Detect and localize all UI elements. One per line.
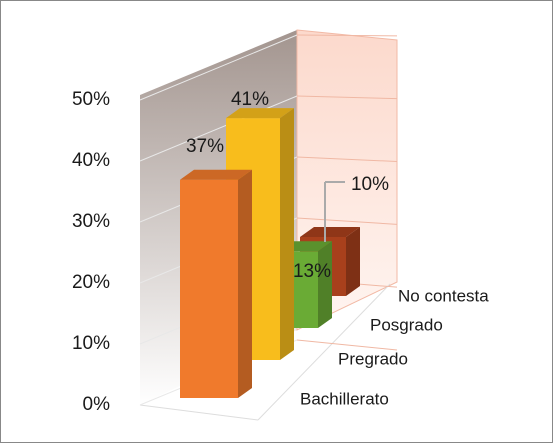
bar-top [180, 169, 252, 180]
bar-top [300, 227, 360, 237]
y-tick-label: 0% [83, 394, 111, 415]
x-tick-label: No contesta [398, 286, 489, 305]
y-tick-label: 10% [72, 333, 110, 354]
x-tick-label: Pregrado [338, 349, 408, 368]
bar-side [318, 241, 332, 328]
bar-top [226, 108, 294, 119]
floor-edge [139, 404, 259, 421]
grid-line [296, 34, 398, 37]
y-tick-label: 30% [72, 211, 110, 232]
y-tick-label: 40% [72, 150, 110, 171]
grid-line [296, 156, 398, 163]
bar-front [180, 179, 238, 398]
grid-line [139, 95, 298, 162]
y-tick-label: 50% [72, 89, 110, 110]
grid-line [296, 339, 398, 351]
floor-edge [257, 283, 391, 421]
bar [180, 169, 252, 398]
grid-line [139, 34, 298, 101]
data-label: 37% [186, 136, 224, 157]
bar [226, 108, 294, 360]
grid-line [296, 95, 398, 100]
grid-line [296, 217, 398, 225]
bar-side [280, 108, 294, 360]
bar-side [346, 227, 360, 296]
x-tick-label: Bachillerato [300, 389, 389, 408]
data-label: 41% [231, 89, 269, 110]
x-tick-label: Posgrado [370, 315, 443, 334]
bar-side [238, 169, 252, 398]
y-tick-label: 20% [72, 272, 110, 293]
data-label: 13% [293, 261, 331, 282]
data-label: 10% [351, 174, 389, 195]
